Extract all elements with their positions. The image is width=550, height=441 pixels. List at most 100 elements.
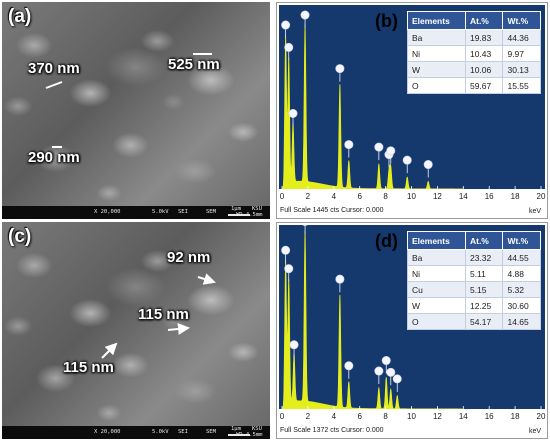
x-tick-label: 6 xyxy=(357,412,362,421)
x-tick-label: 20 xyxy=(536,412,546,421)
peak-marker xyxy=(281,245,291,264)
sem-info-bar: X 20,000 5.0kV SEI SEM 1μm KSU WD 4.5mm xyxy=(2,426,270,439)
atomic-cell: 5.11 xyxy=(464,265,504,282)
scale-bar xyxy=(228,434,250,436)
table-header: Elements At.% Wt.% xyxy=(407,231,541,250)
size-label: 290 nm xyxy=(28,149,80,166)
detector-mode: SEI xyxy=(178,209,188,215)
detector-mode: SEI xyxy=(178,429,188,435)
atomic-cell: 12.25 xyxy=(464,297,504,314)
peak-marker xyxy=(381,356,391,374)
sem-info-bar: X 20,000 5.0kV SEI SEM 1μm KSU WD 4.5mm xyxy=(2,206,270,219)
weight-cell: 15.55 xyxy=(502,77,541,94)
peak-marker xyxy=(288,108,298,127)
x-tick-label: 4 xyxy=(331,412,337,421)
atomic-cell: 59.67 xyxy=(464,77,504,94)
eds-footer: Full Scale 1372 cts Cursor: 0.000 xyxy=(280,427,384,434)
lab-label: KSU xyxy=(252,426,262,432)
atomic-cell: 10.43 xyxy=(464,45,504,62)
eds-panel-d: 0 2 4 6 8 10 12 14 16 18 20 Full Scale 1372 cts Cu… xyxy=(276,222,548,439)
x-tick-label: 14 xyxy=(458,192,468,201)
panel-label: (a) xyxy=(8,6,32,27)
x-tick-label: 4 xyxy=(331,192,337,201)
x-tick-label: 18 xyxy=(510,192,520,201)
peak-marker xyxy=(335,274,345,293)
peak-marker xyxy=(344,140,354,158)
table-row: Ba 19.83 44.36 xyxy=(407,29,541,46)
peak-marker xyxy=(302,225,308,235)
column-header: At.% xyxy=(464,231,504,250)
table-row: O 54.17 14.65 xyxy=(407,313,541,330)
element-cell: Ni xyxy=(407,45,466,62)
magnification: X 20,000 xyxy=(94,429,121,435)
peak-marker xyxy=(289,340,299,358)
peak-marker xyxy=(392,374,402,392)
spectrum-trace xyxy=(281,24,464,189)
x-tick-label: 0 xyxy=(279,192,285,201)
peak-marker xyxy=(300,10,310,29)
x-tick-label: 8 xyxy=(383,412,388,421)
x-tick-label: 0 xyxy=(279,412,285,421)
column-header: Elements xyxy=(407,11,466,30)
table-header: Elements At.% Wt.% xyxy=(407,11,541,30)
size-label: 370 nm xyxy=(28,60,80,77)
sem-texture xyxy=(2,222,270,439)
working-distance: WD 4.5mm xyxy=(236,432,263,438)
arrows-c xyxy=(101,273,216,359)
element-cell: Ni xyxy=(407,265,466,282)
weight-cell: 14.65 xyxy=(502,313,541,330)
panel-label: (c) xyxy=(8,226,32,247)
weight-cell: 4.88 xyxy=(502,265,541,282)
table-row: O 59.67 15.55 xyxy=(407,77,541,94)
sem-texture xyxy=(2,2,270,219)
peak-marker xyxy=(374,142,384,161)
x-tick-label: 2 xyxy=(305,192,311,201)
composition-table: Elements At.% Wt.% Ba 23.32 44.55 Ni 5.1… xyxy=(407,231,541,330)
weight-cell: 30.13 xyxy=(502,61,541,78)
table-row: Cu 5.15 5.32 xyxy=(407,281,541,298)
x-tick-label: 18 xyxy=(510,412,520,421)
column-header: Elements xyxy=(407,231,466,250)
x-tick-label: 16 xyxy=(484,192,494,201)
element-cell: Ba xyxy=(407,29,466,46)
table-row: W 12.25 30.60 xyxy=(407,297,541,314)
unit-label: keV xyxy=(529,208,542,215)
arrow-115-right xyxy=(167,323,190,335)
peak-marker xyxy=(402,155,412,174)
table-row: W 10.06 30.13 xyxy=(407,61,541,78)
scale-bar xyxy=(228,214,250,216)
x-tick-label: 10 xyxy=(407,412,416,421)
voltage: 5.0kV xyxy=(152,209,169,215)
table-row: Ni 10.43 9.97 xyxy=(407,45,541,62)
x-tick-label: 6 xyxy=(357,192,362,201)
size-label: 525 nm xyxy=(168,56,220,73)
x-tick-label: 14 xyxy=(458,412,468,421)
voltage: 5.0kV xyxy=(152,429,169,435)
x-tick-label: 16 xyxy=(484,412,494,421)
peak-marker xyxy=(284,264,294,282)
sem-image-a: (a) 370 nm 525 nm 290 nm X 20,000 5.0kV … xyxy=(2,2,270,219)
spectrum-d xyxy=(281,225,542,409)
lab-label: KSU xyxy=(252,206,262,212)
peak-marker xyxy=(423,160,433,178)
element-cell: Cu xyxy=(407,281,466,298)
scale-label: 1μm xyxy=(231,426,241,432)
arrow-92 xyxy=(197,273,216,285)
atomic-cell: 5.15 xyxy=(464,281,504,298)
atomic-cell: 10.06 xyxy=(464,61,504,78)
sem-image-c: (c) 92 nm 115 nm 115 nm X 20,000 5.0kV S… xyxy=(2,222,270,439)
eds-footer: Full Scale 1445 cts Cursor: 0.000 xyxy=(280,207,384,214)
eds-panel-b: 0 2 4 6 8 10 12 14 16 18 20 Full Scale 1445 cts Cu… xyxy=(276,2,548,219)
peak-marker xyxy=(335,64,345,82)
working-distance: WD 4.5mm xyxy=(236,212,263,218)
detector: SEM xyxy=(206,429,216,435)
element-cell: O xyxy=(407,313,466,330)
column-header: Wt.% xyxy=(502,11,541,30)
column-header: Wt.% xyxy=(502,231,541,250)
element-cell: Ba xyxy=(407,249,466,266)
size-label: 115 nm xyxy=(138,306,189,323)
peak-marker xyxy=(386,146,396,164)
table-row: Ba 23.32 44.55 xyxy=(407,249,541,266)
x-tick-label: 10 xyxy=(407,192,416,201)
column-header: At.% xyxy=(464,11,504,30)
